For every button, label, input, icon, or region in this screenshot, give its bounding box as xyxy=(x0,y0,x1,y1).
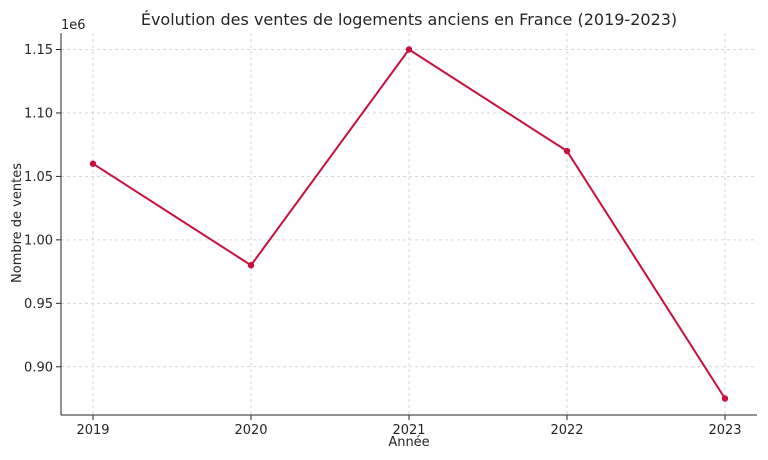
y-axis-label: Nombre de ventes xyxy=(10,163,25,283)
x-axis: 2019 2020 2021 2022 2023 xyxy=(76,415,742,438)
chart-title: Évolution des ventes de logements ancien… xyxy=(141,10,677,29)
y-tick-label: 1.00 xyxy=(24,233,53,248)
data-point xyxy=(405,46,413,53)
x-axis-label: Année xyxy=(388,435,429,450)
data-point xyxy=(563,147,571,155)
data-point xyxy=(247,262,255,269)
x-tick-label: 2020 xyxy=(234,423,267,438)
y-tick-label: 0.95 xyxy=(24,297,53,312)
data-point xyxy=(721,395,729,402)
series xyxy=(89,46,729,402)
x-tick-label: 2019 xyxy=(76,423,109,438)
grid xyxy=(61,33,757,415)
y-tick-label: 1.05 xyxy=(24,170,53,185)
y-tick-label: 1.15 xyxy=(24,43,53,58)
y-tick-label: 0.90 xyxy=(24,360,53,375)
x-tick-label: 2022 xyxy=(550,423,583,438)
y-tick-label: 1.10 xyxy=(24,106,53,121)
y-axis-offset-label: 1e6 xyxy=(61,18,86,33)
y-axis: 0.90 0.95 1.00 1.05 1.10 1.15 xyxy=(24,43,61,375)
x-tick-label: 2023 xyxy=(708,423,741,438)
data-point xyxy=(89,160,97,167)
x-tick-label: 2021 xyxy=(392,423,425,438)
